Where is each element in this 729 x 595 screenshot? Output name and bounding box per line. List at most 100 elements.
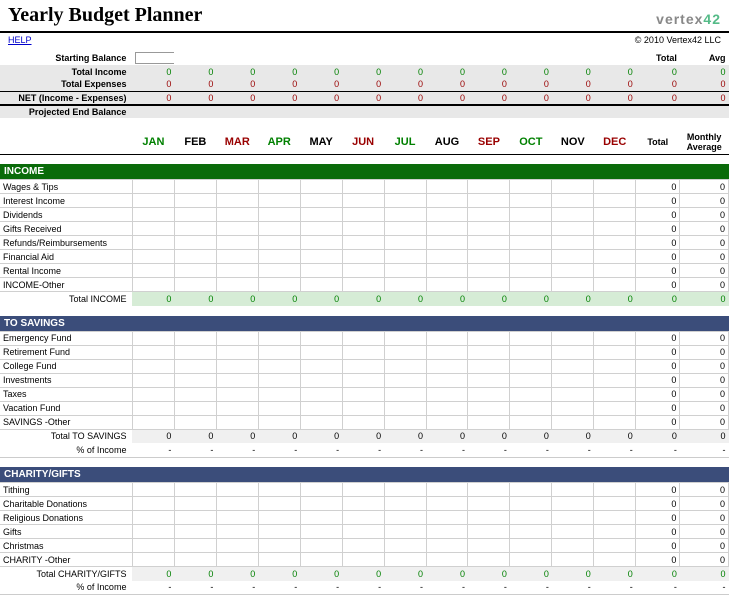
item-cell[interactable] [258,387,300,401]
item-label[interactable]: Religious Donations [0,511,132,525]
item-cell[interactable] [342,194,384,208]
item-cell[interactable] [384,359,426,373]
item-cell[interactable] [384,511,426,525]
item-cell[interactable] [300,415,342,429]
item-cell[interactable] [594,525,636,539]
item-cell[interactable] [216,250,258,264]
item-cell[interactable] [384,525,426,539]
item-cell[interactable] [342,483,384,497]
item-cell[interactable] [426,236,468,250]
item-cell[interactable] [426,553,468,567]
item-cell[interactable] [426,345,468,359]
item-cell[interactable] [300,483,342,497]
item-cell[interactable] [258,553,300,567]
item-cell[interactable] [216,497,258,511]
item-cell[interactable] [510,278,552,292]
item-cell[interactable] [384,553,426,567]
item-cell[interactable] [552,345,594,359]
item-label[interactable]: Dividends [0,208,132,222]
item-cell[interactable] [426,539,468,553]
item-cell[interactable] [342,236,384,250]
item-cell[interactable] [174,387,216,401]
item-cell[interactable] [258,401,300,415]
item-cell[interactable] [510,553,552,567]
item-cell[interactable] [594,483,636,497]
item-cell[interactable] [300,401,342,415]
item-cell[interactable] [216,208,258,222]
item-label[interactable]: Emergency Fund [0,331,132,345]
item-cell[interactable] [342,415,384,429]
item-cell[interactable] [594,497,636,511]
item-cell[interactable] [384,278,426,292]
item-cell[interactable] [174,180,216,194]
item-cell[interactable] [468,497,510,511]
item-cell[interactable] [510,194,552,208]
item-cell[interactable] [132,539,174,553]
item-cell[interactable] [594,415,636,429]
item-cell[interactable] [510,264,552,278]
item-cell[interactable] [342,553,384,567]
item-cell[interactable] [426,401,468,415]
item-cell[interactable] [174,415,216,429]
item-cell[interactable] [510,511,552,525]
item-cell[interactable] [258,236,300,250]
item-cell[interactable] [174,345,216,359]
item-cell[interactable] [174,264,216,278]
item-cell[interactable] [594,401,636,415]
item-cell[interactable] [552,208,594,222]
item-cell[interactable] [174,401,216,415]
item-cell[interactable] [132,331,174,345]
item-cell[interactable] [300,180,342,194]
item-cell[interactable] [552,194,594,208]
item-cell[interactable] [258,525,300,539]
item-cell[interactable] [342,278,384,292]
item-cell[interactable] [258,497,300,511]
item-cell[interactable] [552,525,594,539]
item-cell[interactable] [216,194,258,208]
item-cell[interactable] [426,415,468,429]
item-cell[interactable] [384,345,426,359]
item-cell[interactable] [468,359,510,373]
item-cell[interactable] [426,278,468,292]
item-cell[interactable] [132,483,174,497]
item-cell[interactable] [426,483,468,497]
item-cell[interactable] [594,278,636,292]
item-cell[interactable] [468,387,510,401]
item-cell[interactable] [174,236,216,250]
item-label[interactable]: SAVINGS -Other [0,415,132,429]
item-label[interactable]: Taxes [0,387,132,401]
item-cell[interactable] [468,373,510,387]
item-cell[interactable] [132,278,174,292]
item-cell[interactable] [552,264,594,278]
item-cell[interactable] [552,539,594,553]
item-cell[interactable] [342,250,384,264]
item-cell[interactable] [426,497,468,511]
item-cell[interactable] [468,180,510,194]
item-cell[interactable] [216,180,258,194]
item-cell[interactable] [216,345,258,359]
item-cell[interactable] [342,359,384,373]
item-cell[interactable] [216,359,258,373]
item-cell[interactable] [216,483,258,497]
item-cell[interactable] [510,525,552,539]
item-cell[interactable] [300,345,342,359]
item-cell[interactable] [384,208,426,222]
item-cell[interactable] [510,222,552,236]
item-cell[interactable] [510,401,552,415]
item-cell[interactable] [132,415,174,429]
item-cell[interactable] [342,497,384,511]
item-cell[interactable] [384,180,426,194]
item-cell[interactable] [342,401,384,415]
item-cell[interactable] [552,387,594,401]
item-cell[interactable] [468,194,510,208]
item-cell[interactable] [132,373,174,387]
item-cell[interactable] [594,331,636,345]
item-cell[interactable] [132,194,174,208]
item-cell[interactable] [216,222,258,236]
item-cell[interactable] [132,222,174,236]
item-cell[interactable] [510,373,552,387]
item-cell[interactable] [384,415,426,429]
item-cell[interactable] [510,250,552,264]
item-label[interactable]: Rental Income [0,264,132,278]
item-cell[interactable] [384,373,426,387]
